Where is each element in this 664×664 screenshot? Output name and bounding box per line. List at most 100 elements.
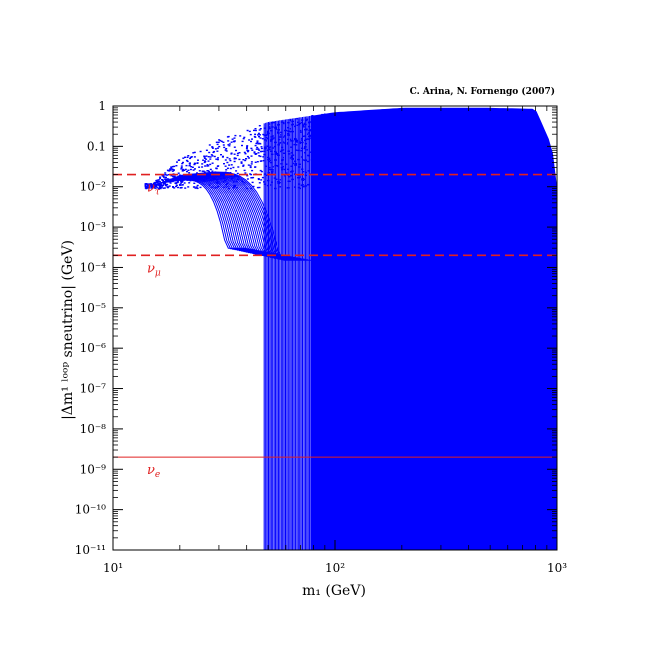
region-point — [244, 172, 247, 174]
region-point — [192, 179, 195, 182]
region-point — [269, 159, 272, 162]
region-point — [271, 153, 274, 155]
region-point — [190, 156, 193, 158]
region-point — [263, 150, 266, 152]
region-point — [267, 156, 270, 159]
region-point — [170, 175, 173, 177]
region-point — [242, 165, 245, 167]
region-point — [250, 161, 253, 163]
region-point — [314, 176, 317, 178]
region-point — [208, 151, 211, 154]
region-point — [182, 161, 184, 164]
region-point — [167, 181, 170, 183]
region-point — [275, 128, 278, 130]
region-point — [267, 132, 270, 135]
region-point — [322, 116, 325, 118]
region-point — [153, 184, 156, 186]
region-point — [211, 186, 214, 188]
region-point — [215, 158, 218, 160]
region-point — [307, 132, 310, 134]
region-point — [259, 143, 262, 145]
region-point — [283, 175, 286, 177]
region-point — [297, 186, 300, 189]
region-point — [259, 160, 262, 162]
region-point — [312, 147, 315, 149]
region-point — [259, 169, 262, 172]
region-point — [243, 151, 246, 154]
region-point — [254, 166, 257, 168]
region-point — [277, 154, 280, 156]
region-point — [233, 176, 236, 178]
region-point — [266, 149, 269, 151]
region-point — [224, 179, 227, 182]
region-point — [221, 156, 224, 158]
region-point — [188, 182, 191, 184]
region-point — [276, 165, 279, 167]
region-point — [158, 183, 161, 185]
region-point — [196, 172, 198, 174]
region-point — [272, 166, 275, 168]
region-point — [182, 168, 185, 171]
region-point — [164, 172, 167, 174]
region-point — [236, 152, 239, 155]
region-point — [316, 186, 319, 188]
region-point — [278, 181, 281, 184]
region-point — [153, 185, 156, 188]
region-point — [234, 134, 237, 137]
region-point — [271, 169, 274, 171]
region-point — [284, 129, 287, 132]
region-point — [268, 168, 271, 171]
region-point — [205, 155, 208, 157]
region-point — [244, 153, 247, 155]
region-point — [218, 183, 221, 185]
region-point — [274, 159, 277, 161]
y-tick-label: 0.1 — [87, 139, 106, 153]
region-point — [260, 179, 263, 181]
region-point — [320, 135, 323, 137]
region-point — [251, 149, 254, 151]
region-point — [283, 168, 286, 171]
region-point — [286, 138, 289, 141]
region-point — [301, 179, 304, 181]
region-point — [167, 178, 170, 180]
region-point — [279, 141, 282, 144]
region-point — [271, 122, 274, 124]
region-point — [287, 132, 290, 135]
region-point — [258, 149, 261, 151]
region-point — [315, 138, 318, 141]
region-point — [303, 122, 306, 125]
region-point — [290, 140, 293, 142]
region-point — [171, 180, 174, 183]
region-point — [249, 165, 252, 167]
region-point — [214, 187, 217, 189]
region-point — [302, 186, 305, 188]
region-point — [319, 115, 322, 117]
region-point — [279, 134, 282, 136]
region-point — [193, 182, 196, 184]
region-point — [180, 181, 183, 183]
region-point — [203, 180, 206, 182]
region-point — [226, 156, 229, 159]
region-point — [287, 127, 289, 129]
region-point — [168, 185, 171, 187]
region-point — [247, 150, 249, 152]
region-point — [291, 158, 294, 160]
region-point — [303, 147, 306, 150]
region-point — [189, 180, 192, 182]
region-point — [226, 172, 229, 174]
region-point — [145, 186, 147, 188]
region-point — [290, 155, 293, 157]
region-point — [313, 158, 315, 161]
region-point — [190, 166, 193, 168]
region-point — [316, 167, 319, 169]
region-point — [229, 159, 232, 162]
region-point — [263, 181, 265, 183]
region-point — [168, 170, 171, 172]
region-point — [268, 127, 271, 129]
region-point — [307, 170, 310, 172]
region-point — [289, 119, 292, 122]
region-point — [317, 155, 320, 157]
region-point — [295, 149, 298, 151]
region-point — [167, 174, 170, 176]
